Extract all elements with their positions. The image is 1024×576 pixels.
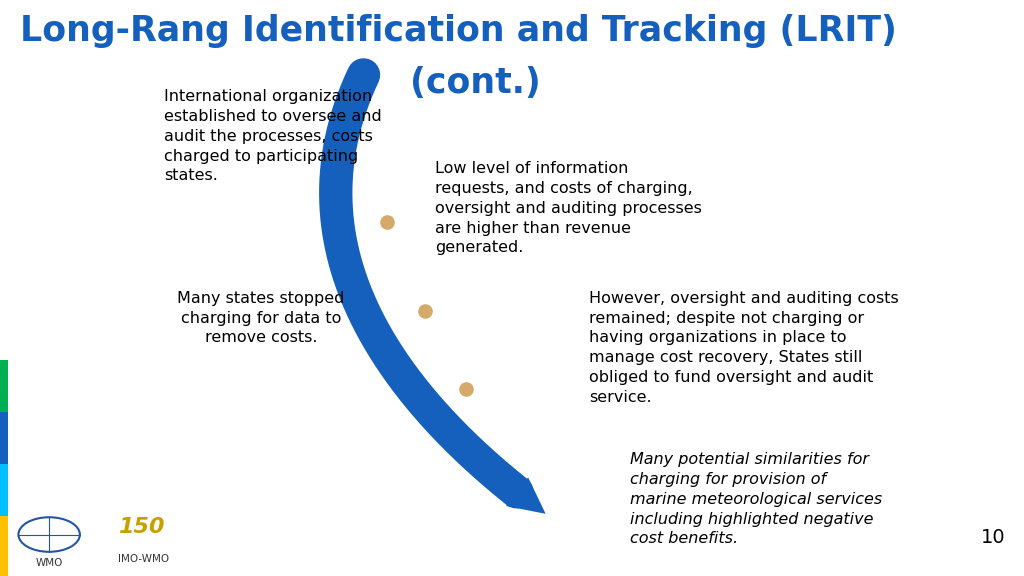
FancyBboxPatch shape [0,464,8,516]
Text: 150: 150 [118,517,164,537]
Text: Many potential similarities for
charging for provision of
marine meteorological : Many potential similarities for charging… [630,452,882,547]
Text: (cont.): (cont.) [410,66,541,100]
Text: Long-Rang Identification and Tracking (LRIT): Long-Rang Identification and Tracking (L… [20,14,897,48]
Text: Low level of information
requests, and costs of charging,
oversight and auditing: Low level of information requests, and c… [435,161,702,256]
Text: International organization
established to oversee and
audit the processes, costs: International organization established t… [164,89,382,184]
Text: IMO-WMO: IMO-WMO [118,554,169,564]
FancyBboxPatch shape [0,412,8,464]
FancyBboxPatch shape [0,360,8,412]
Text: Many states stopped
charging for data to
remove costs.: Many states stopped charging for data to… [177,291,345,346]
FancyBboxPatch shape [0,516,8,576]
Text: WMO: WMO [36,558,62,567]
Text: However, oversight and auditing costs
remained; despite not charging or
having o: However, oversight and auditing costs re… [589,291,898,405]
Text: 10: 10 [981,528,1006,547]
